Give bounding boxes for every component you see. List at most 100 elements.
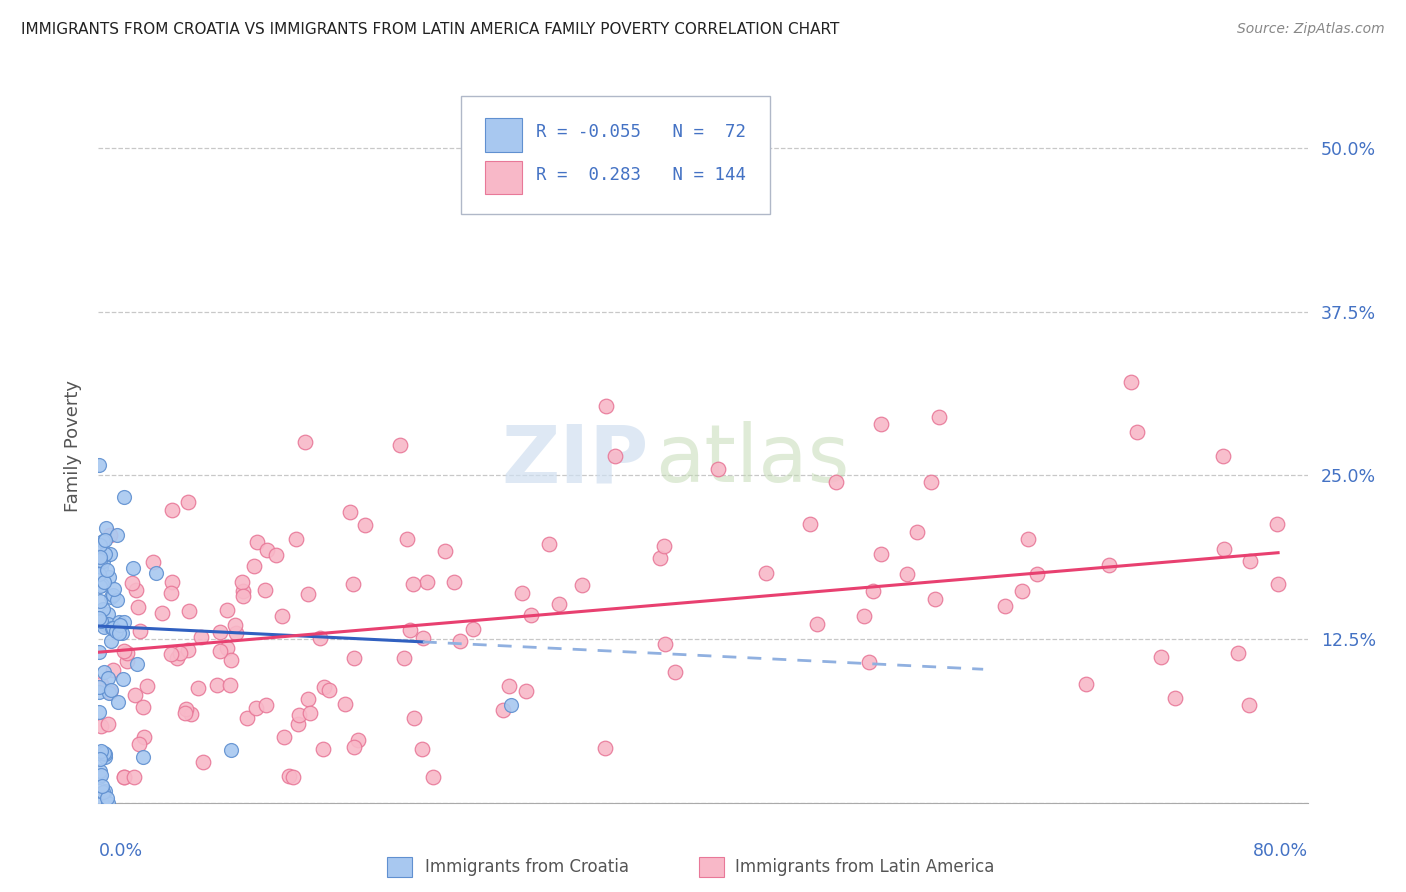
Point	[97, 607, 120, 621]
Point	[994, 599, 1017, 613]
Bar	[485, 161, 522, 194]
Point	[103, 588, 125, 602]
Point	[177, 494, 200, 508]
Point	[333, 698, 356, 712]
Point	[96, 563, 118, 577]
Text: IMMIGRANTS FROM CROATIA VS IMMIGRANTS FROM LATIN AMERICA FAMILY POVERTY CORRELAT: IMMIGRANTS FROM CROATIA VS IMMIGRANTS FR…	[21, 22, 839, 37]
Point	[125, 657, 148, 671]
Point	[87, 566, 110, 581]
Point	[100, 621, 122, 635]
Point	[285, 532, 308, 546]
Point	[121, 561, 143, 575]
Point	[159, 585, 181, 599]
Point	[245, 701, 267, 715]
Point	[395, 532, 418, 546]
Point	[294, 435, 316, 450]
Point	[870, 547, 893, 561]
Point	[208, 643, 231, 657]
Point	[273, 730, 295, 744]
Point	[94, 750, 117, 764]
Point	[510, 586, 533, 600]
Point	[90, 560, 112, 574]
Point	[1267, 577, 1289, 591]
Point	[806, 616, 828, 631]
Point	[97, 617, 120, 632]
Point	[174, 702, 197, 716]
Point	[89, 579, 111, 593]
Point	[191, 755, 214, 769]
Point	[89, 594, 111, 608]
Point	[93, 747, 115, 761]
Point	[97, 570, 120, 584]
Point	[169, 646, 191, 660]
Point	[399, 623, 422, 637]
Point	[314, 680, 336, 694]
Point	[91, 578, 114, 592]
Point	[131, 750, 153, 764]
Point	[100, 547, 122, 561]
Point	[142, 555, 165, 569]
Point	[595, 399, 617, 413]
Point	[132, 699, 155, 714]
Point	[90, 718, 112, 732]
Point	[91, 785, 114, 799]
Point	[215, 603, 238, 617]
Point	[515, 684, 537, 698]
Point	[97, 716, 120, 731]
Point	[180, 706, 202, 721]
Point	[91, 553, 114, 567]
Point	[924, 591, 946, 606]
Point	[853, 608, 876, 623]
Point	[1213, 542, 1236, 557]
Point	[1025, 566, 1047, 581]
Point	[422, 770, 444, 784]
Point	[869, 417, 891, 432]
Point	[100, 590, 122, 604]
Point	[96, 618, 118, 632]
Point	[105, 624, 128, 638]
Point	[89, 553, 111, 567]
Point	[160, 648, 183, 662]
Point	[654, 637, 676, 651]
Point	[108, 626, 131, 640]
Text: 0.0%: 0.0%	[98, 842, 142, 860]
Point	[411, 741, 433, 756]
Point	[173, 706, 195, 720]
Point	[125, 582, 148, 597]
Point	[388, 438, 411, 452]
Point	[94, 521, 117, 535]
Point	[1119, 375, 1142, 389]
Point	[89, 550, 111, 565]
Point	[253, 582, 276, 597]
Point	[205, 678, 228, 692]
Point	[706, 462, 728, 476]
Point	[103, 621, 125, 635]
Point	[160, 503, 183, 517]
Point	[112, 672, 135, 686]
Point	[94, 784, 117, 798]
Point	[122, 770, 145, 784]
Point	[94, 533, 117, 547]
Point	[134, 730, 156, 744]
Text: ZIP: ZIP	[502, 421, 648, 500]
Point	[121, 576, 143, 591]
Point	[90, 744, 112, 758]
Point	[1017, 533, 1039, 547]
Point	[97, 796, 120, 810]
Point	[89, 764, 111, 779]
Point	[219, 653, 242, 667]
Point	[112, 770, 135, 784]
Point	[246, 535, 269, 549]
Point	[87, 549, 110, 564]
Point	[105, 593, 128, 607]
Point	[108, 615, 131, 630]
Point	[824, 475, 846, 489]
Point	[89, 752, 111, 766]
Y-axis label: Family Poverty: Family Poverty	[63, 380, 82, 512]
Point	[538, 537, 561, 551]
Point	[1126, 425, 1149, 439]
Point	[112, 644, 135, 658]
Point	[91, 533, 114, 548]
Point	[128, 738, 150, 752]
Point	[117, 654, 139, 668]
